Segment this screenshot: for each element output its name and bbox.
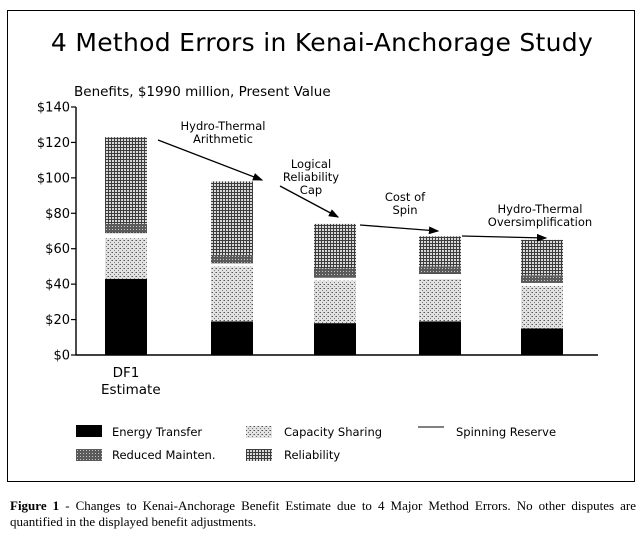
y-tick-label: $20 [45,313,70,328]
bar-segment-reliability [105,137,147,224]
bar-segment-spinning-reserve [105,232,147,239]
bar-segment-spinning-reserve [521,282,563,286]
bar-segment-spinning-reserve [314,277,356,281]
annotation-line: Logical [290,157,332,171]
bar-segment-energy-transfer [105,278,147,355]
legend-swatch-spinning-reserve [418,425,444,437]
y-axis-label: Benefits, $1990 million, Present Value [74,84,331,100]
y-tick-label: $0 [53,349,70,364]
bar-segment-reliability [521,239,563,276]
legend-label-spinning-reserve: Spinning Reserve [456,425,557,439]
y-tick-label: $80 [45,207,70,222]
legend-label-reliability: Reliability [284,448,341,462]
chart-frame [7,10,635,482]
legend-swatch-capacity-sharing [246,425,272,438]
annotation-arrow [461,233,548,242]
bar-segment-reliability [211,181,253,256]
bar-segment-energy-transfer [521,328,563,355]
legend-label-capacity-sharing: Capacity Sharing [284,425,383,439]
caption-label: Figure 1 [10,498,60,513]
bar-segment-reduced-mainten [314,268,356,278]
bar-segment-reduced-mainten [521,275,563,283]
legend-swatch-energy-transfer [76,425,102,437]
annotation-hydro-thermal-arithmetic: Hydro-Thermal Arithmetic [168,120,278,146]
annotation-logical-reliability-cap: Logical Reliability Cap [266,158,356,197]
y-tick-label: $140 [37,101,70,116]
bar-segment-capacity-sharing [211,266,253,322]
chart-title: 4 Method Errors in Kenai-Anchorage Study [50,28,594,57]
y-tick-label: $100 [37,171,70,186]
category-label-line-2: Estimate [101,382,161,398]
annotation-line: Hydro-Thermal [180,119,266,133]
annotations [157,139,548,242]
legend-swatch-reliability [246,448,272,461]
category-label-line-1: DF1 [112,365,140,381]
bar-segment-spinning-reserve [419,273,461,279]
legend-swatch-reduced-mainten [76,448,102,461]
bar-segment-capacity-sharing [521,285,563,329]
annotation-line: Oversimplification [487,215,593,229]
annotation-hydro-thermal-oversimplification: Hydro-Thermal Oversimplification [470,203,610,229]
annotation-arrow [359,224,440,235]
bar-segment-reduced-mainten [105,223,147,233]
bar-segment-reliability [314,223,356,269]
bar-segment-energy-transfer [314,323,356,355]
bar-segment-capacity-sharing [314,280,356,324]
y-tick-label: $60 [45,242,70,257]
category-label-df1: DF1 Estimate [101,365,161,399]
bar-segment-capacity-sharing [105,238,147,279]
annotation-arrow [157,139,264,181]
legend-label-reduced-mainten: Reduced Mainten. [112,448,216,462]
bar-segment-reliability [419,236,461,267]
y-axis: $0 $20 $40 $60 $80 $100 $120 $140 [37,101,598,364]
bars [105,137,563,355]
bar-segment-energy-transfer [211,321,253,355]
y-tick-label: $40 [45,278,70,293]
y-tick-label: $120 [37,136,70,151]
annotation-line: Arithmetic [193,132,253,146]
bar-segment-spinning-reserve [211,262,253,267]
bar-segment-reduced-mainten [211,255,253,263]
figure-caption: Figure 1 - Changes to Kenai-Anchorage Be… [10,498,636,530]
annotation-line: Hydro-Thermal [497,202,583,216]
bar-segment-reduced-mainten [419,266,461,274]
annotation-line: Cap [299,183,323,197]
bar-segment-energy-transfer [419,321,461,355]
annotation-line: Reliability [282,170,340,184]
legend-label-energy-transfer: Energy Transfer [112,425,203,439]
bar-segment-capacity-sharing [419,278,461,322]
annotation-arrow [279,185,340,218]
annotation-line: Cost of [384,190,426,204]
caption-text: - Changes to Kenai-Anchorage Benefit Est… [10,498,636,529]
annotation-cost-of-spin: Cost of Spin [370,191,440,217]
annotation-line: Spin [392,203,418,217]
